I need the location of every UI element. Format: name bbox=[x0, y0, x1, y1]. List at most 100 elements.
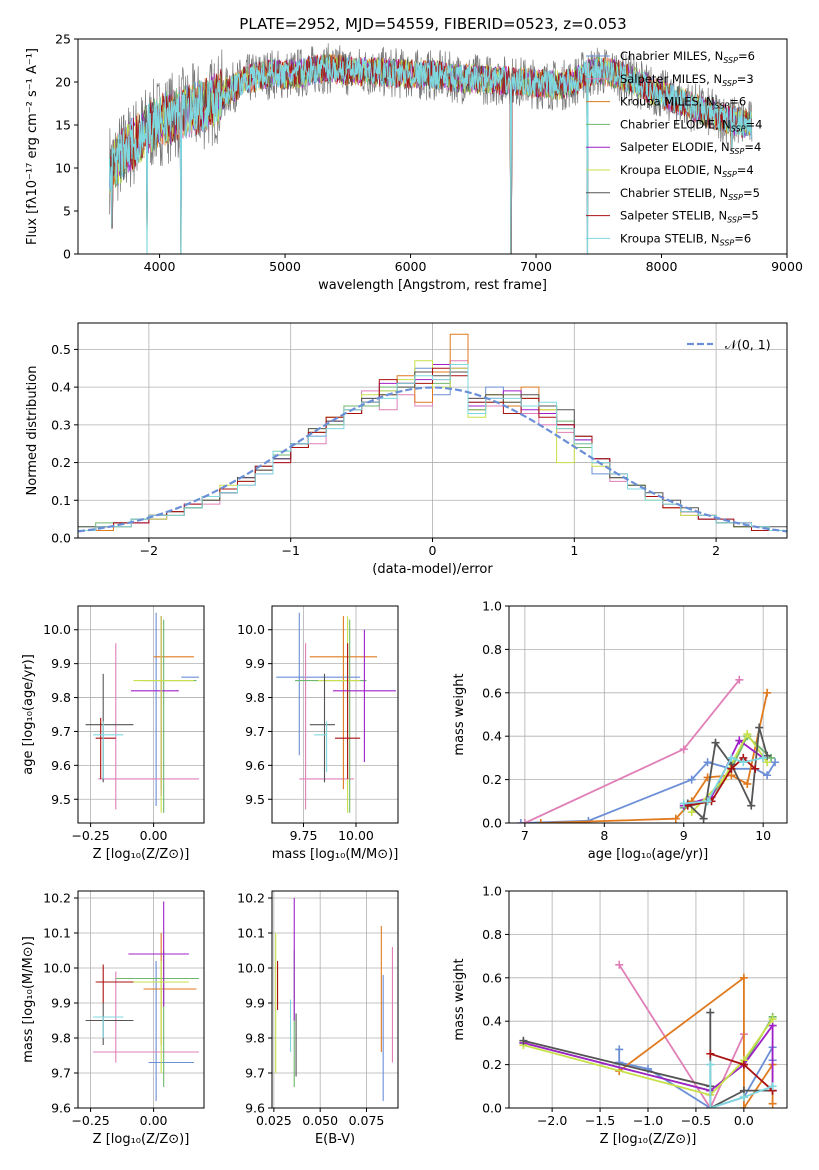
y-tick-label: 0.6 bbox=[482, 970, 502, 985]
x-tick-label: 0 bbox=[429, 543, 437, 558]
weight-point-marker bbox=[706, 1104, 715, 1108]
error-bar-point bbox=[309, 616, 377, 790]
legend-label-suffix: =5 bbox=[743, 186, 760, 200]
x-axis-label: E(B-V) bbox=[315, 1132, 355, 1147]
error-bar-point bbox=[155, 612, 199, 807]
weight-point-marker bbox=[739, 1093, 748, 1102]
x-tick-label: 5000 bbox=[269, 259, 301, 274]
legend-label: Chabrier ELODIE, NSSP=4 bbox=[620, 117, 762, 133]
legend-label: Salpeter MILES, NSSP=3 bbox=[620, 72, 754, 88]
x-tick-label: −1.0 bbox=[633, 1113, 663, 1128]
weight-point-marker bbox=[699, 814, 708, 823]
axes-frame bbox=[271, 605, 399, 824]
y-tick-label: 0.4 bbox=[51, 380, 71, 395]
legend-label-sub: SSP bbox=[730, 147, 745, 156]
figure-title: PLATE=2952, MJD=54559, FIBERID=0523, z=0… bbox=[239, 15, 626, 33]
weight-point-marker bbox=[743, 779, 752, 788]
legend-label-sub: SSP bbox=[720, 238, 735, 247]
legend-label-sub: SSP bbox=[723, 56, 738, 65]
panel-spectrum: 4000 5000 6000 7000 8000 9000 0 5 10 15 20 25 wavele… bbox=[25, 32, 803, 294]
y-tick-label: 25 bbox=[55, 32, 71, 47]
x-tick-label: 6000 bbox=[395, 259, 427, 274]
error-bar-point bbox=[95, 964, 134, 1003]
x-tick-label: 10 bbox=[755, 828, 771, 843]
legend-label-text: Kroupa ELODIE, N bbox=[620, 163, 722, 177]
y-tick-label: 9.9 bbox=[51, 656, 71, 671]
weight-point-marker bbox=[739, 758, 748, 767]
y-tick-label: 0.8 bbox=[482, 642, 502, 657]
weight-point-marker bbox=[771, 758, 780, 767]
panel-z-weight: −2.0 −1.5 −1.0 −0.5 0.0 0.0 0.2 0.4 0.6 0.8 1.0 Z [… bbox=[452, 884, 788, 1147]
weight-point-marker bbox=[759, 753, 768, 762]
panel-z-age: −0.25 0.00 9.5 9.6 9.7 9.8 9.9 10.0 Z [log₁₀(Z/Z… bbox=[21, 605, 205, 862]
weight-point-marker bbox=[520, 819, 529, 823]
y-tick-label: 1.0 bbox=[482, 599, 502, 614]
error-bar-point bbox=[276, 612, 361, 756]
y-tick-label: 9.7 bbox=[51, 1066, 71, 1081]
axes-frame bbox=[77, 38, 788, 255]
y-tick-label: 9.8 bbox=[51, 1031, 71, 1046]
weight-point-marker bbox=[768, 1015, 777, 1024]
x-tick-label: −2 bbox=[140, 543, 158, 558]
y-tick-label: 0.1 bbox=[51, 493, 71, 508]
y-tick-label: 10 bbox=[55, 161, 71, 176]
y-tick-label: 0.2 bbox=[482, 772, 502, 787]
y-tick-label: 10.2 bbox=[43, 891, 71, 906]
x-tick-label: 4000 bbox=[144, 259, 176, 274]
legend-label: 𝒩(0, 1) bbox=[725, 337, 771, 352]
y-tick-label: 9.8 bbox=[245, 1031, 265, 1046]
legend-label: Chabrier MILES, NSSP=6 bbox=[620, 49, 755, 65]
legend-label-sub: SSP bbox=[727, 216, 742, 225]
weight-point-marker bbox=[768, 1099, 777, 1108]
x-tick-label: −2.0 bbox=[537, 1113, 567, 1128]
weight-point-marker bbox=[615, 960, 624, 969]
weight-point-marker bbox=[751, 764, 760, 773]
weight-point-marker bbox=[519, 1036, 528, 1045]
error-bar-point bbox=[93, 721, 124, 779]
x-tick-label: 0.0 bbox=[734, 1113, 754, 1128]
error-bar-point bbox=[141, 619, 197, 813]
y-tick-label: 10.0 bbox=[237, 622, 265, 637]
legend-label-suffix: =4 bbox=[746, 117, 763, 131]
x-tick-label: −0.25 bbox=[71, 828, 109, 843]
weight-point-marker bbox=[739, 1060, 748, 1069]
x-tick-label: −0.25 bbox=[71, 1113, 109, 1128]
y-tick-label: 9.7 bbox=[51, 724, 71, 739]
y-tick-label: 0 bbox=[63, 247, 71, 262]
error-bar-point bbox=[95, 717, 116, 779]
weight-point-marker bbox=[735, 675, 744, 684]
weight-point-marker bbox=[706, 1008, 715, 1017]
legend-label: Kroupa STELIB, NSSP=6 bbox=[620, 231, 751, 247]
panel-age-weight: 7 8 9 10 0.0 0.2 0.4 0.6 0.8 1.0 age [log₁₀(age/yr… bbox=[452, 599, 788, 862]
y-tick-label: 0.0 bbox=[51, 531, 71, 546]
panel-ebv-mass: 0.025 0.050 0.075 9.6 9.7 9.8 9.9 10.0 10.1 10.2 E… bbox=[237, 890, 399, 1147]
weight-point-marker bbox=[727, 753, 736, 762]
weight-point-marker bbox=[768, 1082, 777, 1091]
y-tick-label: 10.0 bbox=[237, 961, 265, 976]
error-bar-point bbox=[148, 961, 194, 1101]
y-tick-label: 10.2 bbox=[237, 891, 265, 906]
weight-point-marker bbox=[671, 814, 680, 823]
y-tick-label: 0.2 bbox=[51, 455, 71, 470]
legend-label-text: Salpeter ELODIE, N bbox=[620, 140, 730, 154]
plot-marks bbox=[276, 612, 396, 813]
panel-residuals: −2 −1 0 1 2 0.0 0.1 0.2 0.3 0.4 0.5 (data-model)/er… bbox=[25, 322, 788, 577]
x-axis-label: Z [log₁₀(Z/Z⊙)] bbox=[600, 1132, 697, 1147]
legend-label-suffix: =6 bbox=[734, 231, 751, 245]
y-tick-label: 0.8 bbox=[482, 927, 502, 942]
y-tick-label: 20 bbox=[55, 75, 71, 90]
x-tick-label: 2 bbox=[712, 543, 720, 558]
legend-label-text: Salpeter MILES, N bbox=[620, 72, 722, 86]
x-tick-label: −0.5 bbox=[681, 1113, 711, 1128]
legend-label-text: Chabrier MILES, N bbox=[620, 49, 723, 63]
weight-point-marker bbox=[735, 736, 744, 745]
legend-label-suffix: =4 bbox=[744, 140, 761, 154]
y-tick-label: 9.8 bbox=[245, 690, 265, 705]
x-axis-label: age [log₁₀(age/yr)] bbox=[588, 847, 709, 862]
legend-label-text: Kroupa MILES, N bbox=[620, 95, 715, 109]
legend-label-sub: SSP bbox=[728, 193, 743, 202]
x-tick-label: 0.025 bbox=[256, 1113, 292, 1128]
x-tick-label: 9 bbox=[680, 828, 688, 843]
legend-label-sub: SSP bbox=[722, 79, 737, 88]
y-tick-label: 9.5 bbox=[51, 792, 71, 807]
